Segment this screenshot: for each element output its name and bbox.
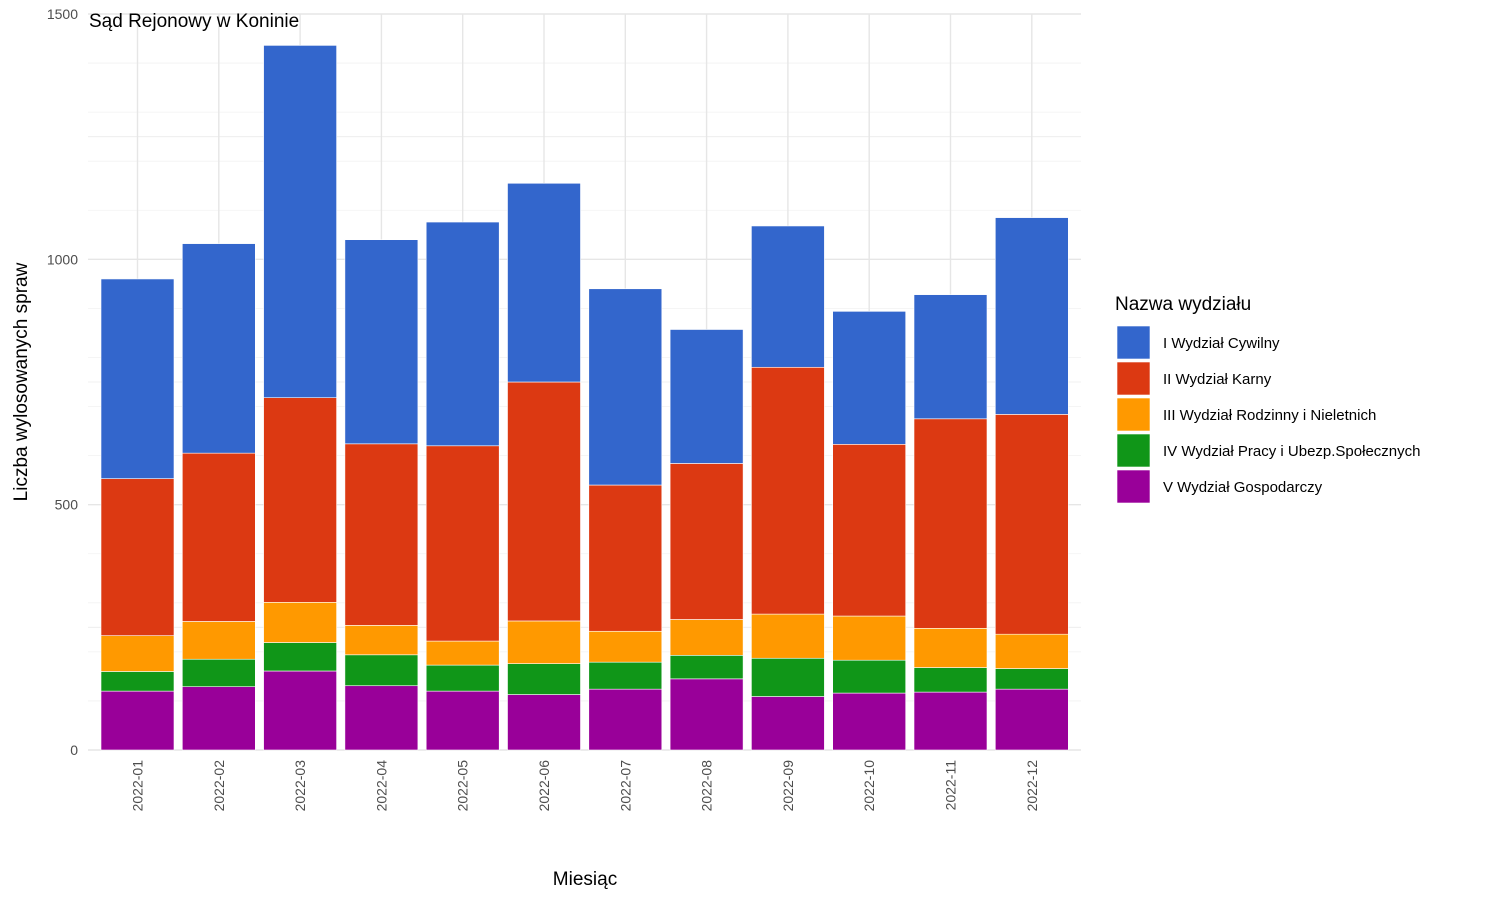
bar-segment bbox=[751, 696, 825, 751]
bar-segment bbox=[751, 657, 825, 697]
x-tick-label: 2022-06 bbox=[536, 760, 552, 812]
legend-swatch bbox=[1116, 361, 1151, 396]
bar-segment bbox=[344, 625, 419, 656]
bar-segment bbox=[263, 397, 337, 603]
x-tick-label: 2022-11 bbox=[943, 760, 959, 811]
legend-swatch bbox=[1116, 397, 1151, 432]
bar-segment bbox=[751, 225, 825, 368]
bar-segment bbox=[344, 654, 419, 687]
bar-segment bbox=[507, 182, 581, 383]
bar-segment bbox=[425, 445, 500, 642]
bar-segment bbox=[182, 686, 256, 751]
bar-segment bbox=[100, 478, 175, 636]
bar-segment bbox=[913, 667, 988, 693]
bar-segment bbox=[263, 45, 337, 399]
bar-segment bbox=[994, 633, 1069, 669]
bar-segment bbox=[344, 239, 419, 445]
legend-swatch bbox=[1116, 325, 1151, 360]
bar-segment bbox=[588, 484, 663, 632]
bar-segment bbox=[669, 463, 744, 620]
bar-segment bbox=[182, 621, 256, 660]
legend-label: I Wydział Cywilny bbox=[1163, 335, 1280, 352]
bar-segment bbox=[994, 414, 1069, 635]
bar-segment bbox=[344, 443, 419, 626]
y-tick-labels: 0 500 1000 1500 bbox=[47, 6, 78, 758]
bar-segment bbox=[913, 691, 988, 751]
bar-segment bbox=[913, 628, 988, 668]
bar-segment bbox=[100, 671, 175, 692]
bar-segment bbox=[669, 329, 744, 464]
legend-swatch bbox=[1116, 433, 1151, 468]
legend-label: II Wydział Karny bbox=[1163, 371, 1272, 388]
x-tick-label: 2022-04 bbox=[373, 760, 389, 812]
bar-segment bbox=[832, 311, 907, 445]
bar-segment bbox=[344, 685, 419, 751]
bar-segment bbox=[263, 642, 337, 672]
bar-segment bbox=[832, 659, 907, 694]
bar-segment bbox=[669, 678, 744, 751]
x-tick-label: 2022-09 bbox=[780, 760, 796, 812]
bar-segment bbox=[182, 243, 256, 454]
bar-segment bbox=[832, 692, 907, 751]
x-tick-label: 2022-08 bbox=[699, 760, 715, 812]
legend-title: Nazwa wydziału bbox=[1115, 294, 1251, 315]
legend-label: IV Wydział Pracy i Ubezp.Społecznych bbox=[1163, 443, 1420, 460]
x-tick-label: 2022-10 bbox=[861, 760, 877, 812]
bar-segment bbox=[832, 615, 907, 661]
bar-segment bbox=[832, 444, 907, 617]
y-tick-label: 500 bbox=[55, 497, 79, 513]
bar-segment bbox=[669, 619, 744, 656]
x-tick-label: 2022-02 bbox=[211, 760, 227, 812]
bar-segment bbox=[994, 217, 1069, 415]
bar-segment bbox=[507, 694, 581, 751]
x-tick-label: 2022-01 bbox=[130, 760, 146, 812]
y-axis-title: Liczba wylosowanych spraw bbox=[11, 262, 32, 501]
bar-segment bbox=[588, 288, 663, 486]
bar-segment bbox=[588, 661, 663, 690]
bar-segment bbox=[100, 635, 175, 672]
bar-segment bbox=[263, 670, 337, 751]
x-tick-label: 2022-03 bbox=[292, 760, 308, 812]
y-tick-label: 1500 bbox=[47, 6, 78, 22]
bar-segment bbox=[588, 630, 663, 663]
bar-segment bbox=[425, 690, 500, 751]
bar-segment bbox=[507, 663, 581, 695]
x-tick-label: 2022-12 bbox=[1024, 760, 1040, 812]
chart-title: Sąd Rejonowy w Koninie bbox=[89, 11, 299, 32]
bar-segment bbox=[507, 381, 581, 622]
bar-segment bbox=[507, 620, 581, 664]
x-axis-title: Miesiąc bbox=[553, 869, 617, 890]
x-tick-labels: 2022-01 2022-02 2022-03 2022-04 2022-05 2022-… bbox=[130, 760, 1040, 812]
bar-segment bbox=[182, 658, 256, 688]
bar-segment bbox=[994, 688, 1069, 751]
x-tick-label: 2022-07 bbox=[617, 760, 633, 812]
bar-segment bbox=[588, 688, 663, 751]
legend: Nazwa wydziału I Wydział Cywilny II Wydzi… bbox=[1115, 294, 1420, 504]
y-tick-label: 1000 bbox=[47, 251, 78, 267]
bar-segment bbox=[100, 690, 175, 751]
x-tick-label: 2022-05 bbox=[455, 760, 471, 812]
bar-segment bbox=[182, 452, 256, 622]
bar-segment bbox=[913, 294, 988, 420]
bar-segment bbox=[669, 655, 744, 680]
bar-segment bbox=[425, 221, 500, 447]
bar-segment bbox=[994, 668, 1069, 690]
bar-segment bbox=[751, 613, 825, 659]
legend-swatch bbox=[1116, 469, 1151, 504]
bars bbox=[100, 45, 1069, 751]
bar-segment bbox=[100, 278, 175, 479]
legend-label: V Wydział Gospodarczy bbox=[1163, 479, 1323, 496]
bar-segment bbox=[425, 664, 500, 692]
bar-segment bbox=[913, 418, 988, 629]
y-tick-label: 0 bbox=[70, 742, 78, 758]
legend-label: III Wydział Rodzinny i Nieletnich bbox=[1163, 407, 1376, 424]
bar-segment bbox=[263, 602, 337, 643]
bar-segment bbox=[751, 366, 825, 615]
bar-segment bbox=[425, 640, 500, 666]
